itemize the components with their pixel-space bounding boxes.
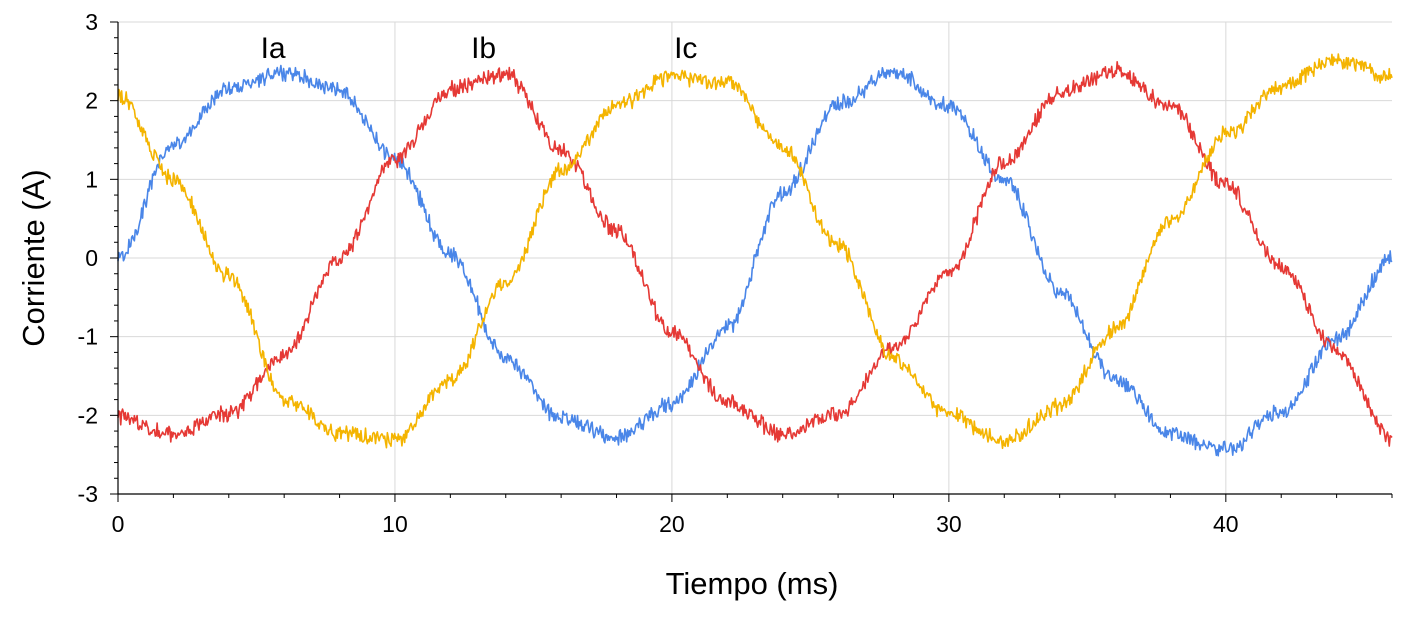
series-line-ia (117, 64, 1393, 457)
axes (110, 21, 1393, 502)
y-tick-label: -1 (78, 324, 98, 350)
x-tick-label: 10 (382, 511, 408, 537)
x-tick-label: 30 (936, 511, 962, 537)
series-line-ic (117, 53, 1393, 450)
series-line-ib (117, 61, 1393, 447)
y-axis-title: Corriente (A) (16, 169, 51, 346)
x-axis-title: Tiempo (ms) (666, 566, 839, 601)
y-tick-label: 3 (85, 9, 98, 35)
series-label-ib: Ib (471, 32, 496, 65)
series-lines (117, 53, 1393, 457)
x-tick-label: 0 (112, 511, 125, 537)
y-tick-label: 0 (85, 245, 98, 271)
y-tick-label: 1 (85, 166, 98, 192)
y-tick-label: 2 (85, 88, 98, 114)
x-tick-label: 20 (659, 511, 685, 537)
y-tick-label: -2 (78, 402, 98, 428)
series-label-ic: Ic (674, 32, 697, 65)
x-tick-label: 40 (1213, 511, 1239, 537)
grid-lines (118, 21, 1392, 495)
series-label-ia: Ia (261, 32, 286, 65)
y-tick-label: -3 (78, 481, 98, 507)
series-labels: Ia Ib Ic (261, 32, 698, 65)
